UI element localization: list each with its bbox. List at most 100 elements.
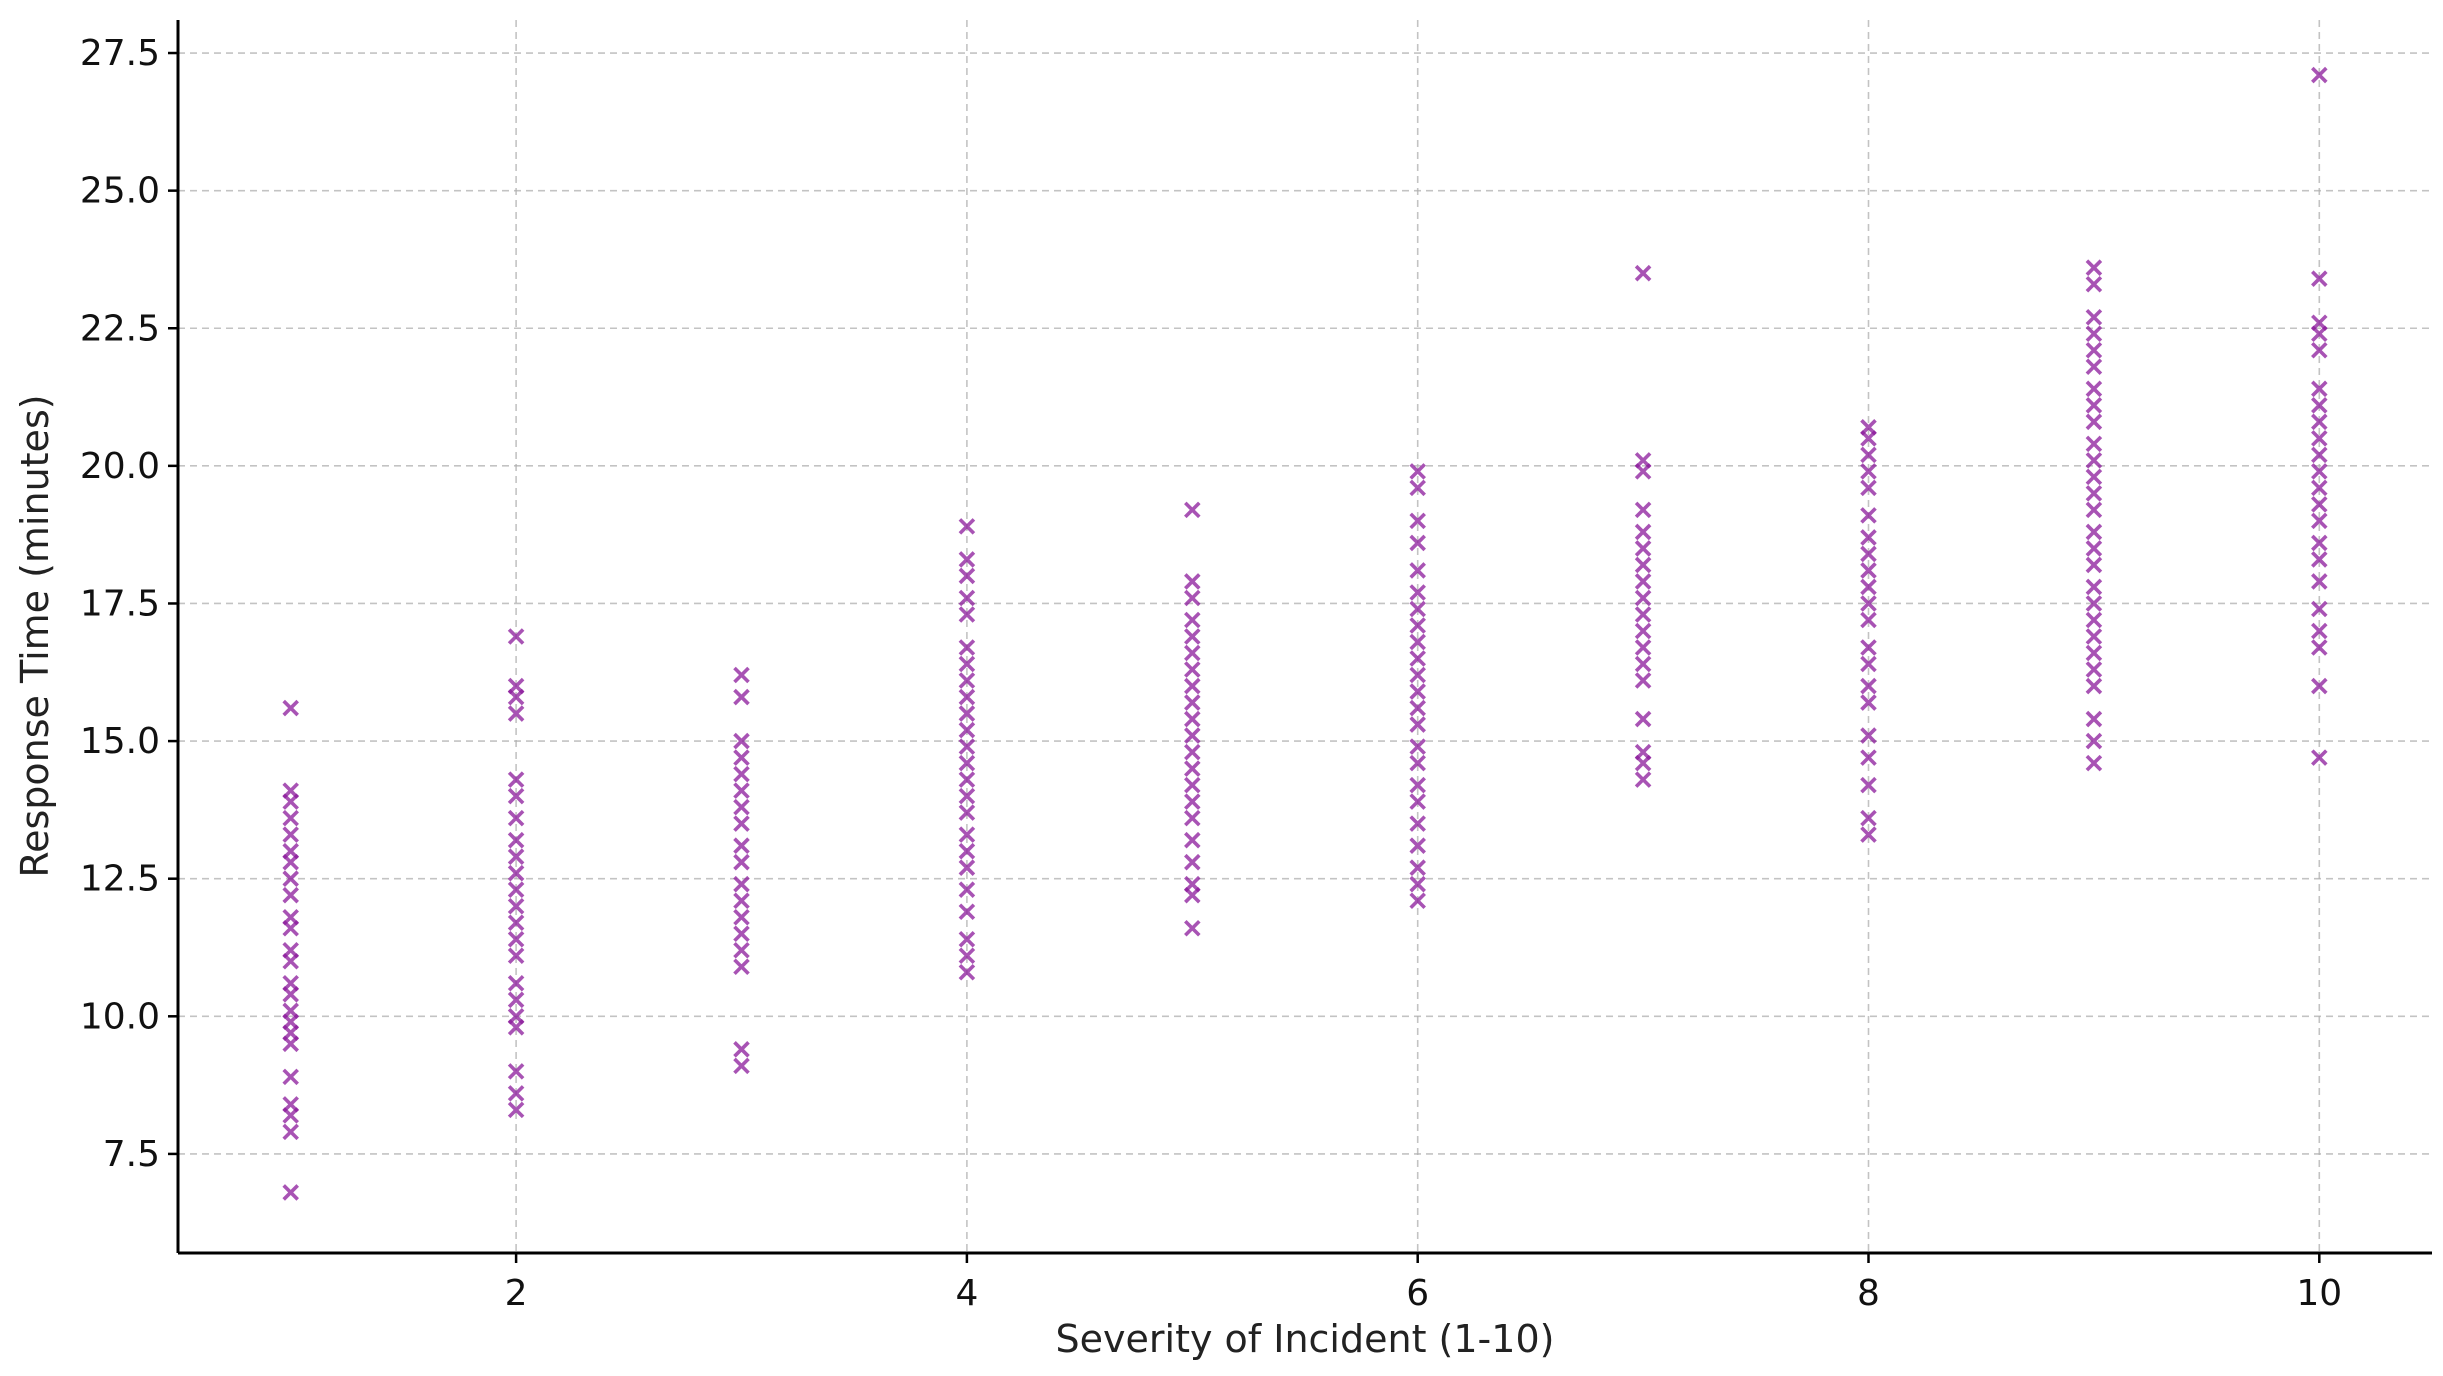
axes bbox=[176, 20, 2432, 1255]
data-point bbox=[1409, 892, 1426, 909]
data-point bbox=[958, 639, 976, 656]
data-point bbox=[2311, 534, 2328, 552]
data-point bbox=[733, 782, 750, 799]
data-point bbox=[1409, 617, 1426, 634]
data-point bbox=[1184, 809, 1201, 827]
data-point bbox=[2311, 446, 2328, 464]
data-point bbox=[282, 1096, 299, 1113]
y-tick-label: 22.5 bbox=[80, 308, 160, 349]
data-point bbox=[1634, 452, 1652, 469]
data-point bbox=[507, 848, 525, 865]
data-point bbox=[2085, 358, 2103, 376]
data-point bbox=[733, 875, 750, 893]
data-point bbox=[2085, 661, 2103, 678]
data-point bbox=[733, 798, 750, 816]
data-point bbox=[1184, 611, 1201, 629]
data-point bbox=[1184, 661, 1201, 678]
data-point bbox=[2085, 380, 2103, 398]
data-point bbox=[507, 831, 525, 849]
data-point bbox=[1860, 463, 1877, 480]
y-tick-label: 12.5 bbox=[80, 859, 160, 900]
data-point bbox=[2311, 573, 2328, 590]
data-point bbox=[1409, 666, 1426, 684]
data-point bbox=[1409, 534, 1426, 552]
data-point bbox=[2311, 413, 2328, 431]
data-point bbox=[2085, 485, 2103, 502]
data-point bbox=[1860, 727, 1877, 744]
data-point bbox=[1184, 776, 1201, 794]
data-point bbox=[507, 914, 525, 932]
data-point bbox=[2085, 677, 2103, 695]
data-point bbox=[1634, 672, 1652, 689]
data-point bbox=[1409, 463, 1426, 480]
data-point bbox=[2085, 540, 2103, 557]
data-point bbox=[1184, 677, 1201, 695]
data-point bbox=[733, 908, 750, 926]
data-point bbox=[958, 771, 976, 788]
data-point bbox=[282, 1123, 299, 1141]
data-point bbox=[1184, 573, 1201, 590]
data-point bbox=[1409, 837, 1426, 854]
data-point bbox=[733, 1057, 750, 1075]
data-point bbox=[958, 551, 976, 568]
data-point bbox=[1634, 655, 1652, 673]
data-point bbox=[1634, 501, 1652, 519]
data-point bbox=[1860, 446, 1877, 464]
data-point bbox=[958, 881, 976, 898]
data-point bbox=[1634, 573, 1652, 590]
data-point bbox=[2085, 435, 2103, 453]
data-point bbox=[1184, 710, 1201, 728]
data-point bbox=[1634, 556, 1652, 574]
data-point bbox=[1860, 639, 1877, 656]
data-point bbox=[1184, 727, 1201, 744]
data-point bbox=[2085, 523, 2103, 541]
data-point bbox=[1860, 655, 1877, 673]
data-point bbox=[2311, 496, 2328, 513]
data-point bbox=[2085, 578, 2103, 596]
data-point bbox=[507, 1101, 525, 1119]
data-point bbox=[1409, 512, 1426, 530]
y-tick-label: 20.0 bbox=[80, 446, 160, 487]
data-point bbox=[958, 655, 976, 673]
data-point bbox=[282, 1002, 299, 1020]
data-point bbox=[2311, 463, 2328, 480]
data-point bbox=[958, 688, 976, 706]
data-point bbox=[1634, 606, 1652, 623]
data-point bbox=[282, 908, 299, 926]
data-point bbox=[1184, 919, 1201, 937]
data-point bbox=[282, 842, 299, 860]
data-point bbox=[2085, 611, 2103, 629]
data-point bbox=[733, 688, 750, 706]
y-tick-label: 27.5 bbox=[80, 33, 160, 74]
data-point bbox=[1634, 639, 1652, 656]
data-point bbox=[2085, 308, 2103, 326]
y-axis-label: Response Time (minutes) bbox=[13, 394, 57, 877]
data-point bbox=[1634, 264, 1652, 282]
data-point bbox=[1409, 859, 1426, 876]
data-point bbox=[958, 963, 976, 981]
y-tick-label: 15.0 bbox=[80, 721, 160, 762]
data-point bbox=[733, 958, 750, 976]
data-point bbox=[1634, 743, 1652, 761]
data-point bbox=[2085, 468, 2103, 486]
data-point bbox=[282, 699, 299, 717]
data-point bbox=[1860, 507, 1877, 524]
data-point bbox=[1184, 628, 1201, 645]
data-point bbox=[733, 853, 750, 871]
data-point bbox=[1184, 644, 1201, 662]
data-point bbox=[733, 1041, 750, 1058]
x-tick-label: 6 bbox=[1406, 1273, 1429, 1314]
data-point bbox=[1860, 529, 1877, 546]
data-point bbox=[1860, 776, 1877, 794]
data-point bbox=[2085, 259, 2103, 276]
data-point bbox=[507, 677, 525, 695]
data-point bbox=[1634, 771, 1652, 788]
data-point bbox=[282, 941, 299, 959]
data-point bbox=[507, 947, 525, 965]
data-point bbox=[1184, 875, 1201, 893]
data-point bbox=[2085, 413, 2103, 431]
data-point bbox=[507, 930, 525, 948]
data-point bbox=[733, 666, 750, 684]
data-point bbox=[2311, 341, 2328, 359]
data-point bbox=[958, 705, 976, 722]
